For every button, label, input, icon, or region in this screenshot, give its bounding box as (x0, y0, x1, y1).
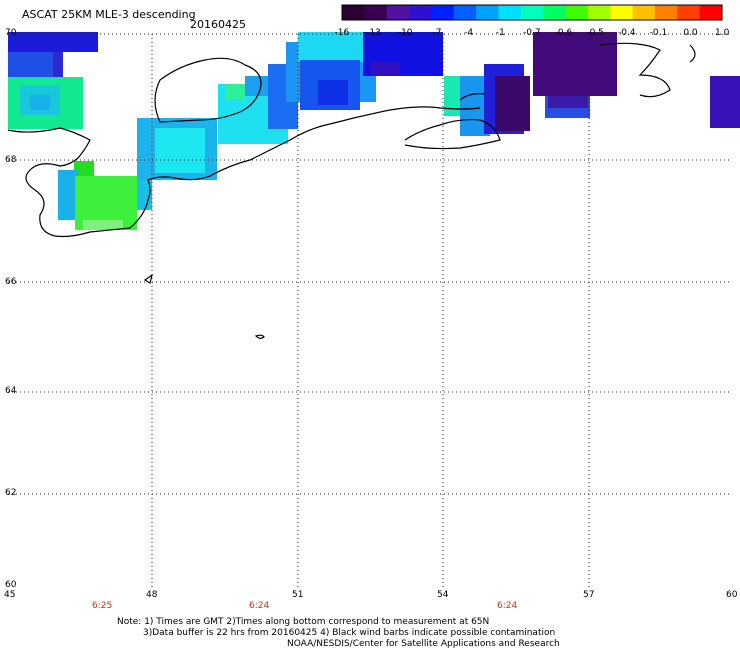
data-cells (8, 32, 740, 230)
colorbar-swatch (431, 5, 455, 20)
colorbar (341, 4, 723, 21)
colorbar-tick-label: -0.7 (523, 28, 541, 38)
lon-label-51: 51 (292, 590, 304, 600)
colorbar-tick-label: -0.6 (554, 28, 573, 38)
colorbar-swatch (342, 5, 365, 20)
lat-label-68: 68 (5, 155, 17, 165)
colorbar-tick-label: -0.5 (586, 28, 604, 38)
note-line-1: Note: 1) Times are GMT 2)Times along bot… (117, 617, 490, 627)
coastline (7, 42, 696, 339)
colorbar-swatch (409, 5, 432, 20)
colorbar-swatch (453, 5, 477, 20)
colorbar-tick-label: 1.0 (715, 28, 730, 38)
colorbar-border (341, 4, 723, 21)
time-label-3: 6:24 (497, 601, 518, 611)
map-title: ASCAT 25KM MLE-3 descending (22, 8, 196, 21)
lon-label-48: 48 (146, 590, 158, 600)
time-label-2: 6:24 (249, 601, 270, 611)
colorbar-tick-label: -10 (397, 28, 413, 38)
colorbar-swatch (364, 5, 388, 20)
lat-label-66: 66 (5, 277, 17, 287)
lon-label-60: 60 (726, 590, 738, 600)
lon-label-45: 45 (4, 590, 16, 600)
colorbar-swatch (610, 5, 634, 20)
lat-label-60: 60 (5, 580, 17, 590)
colorbar-tick-label: -13 (366, 28, 381, 38)
colorbar-swatch (386, 5, 410, 20)
colorbar-swatch (476, 5, 499, 20)
lon-label-54: 54 (437, 590, 449, 600)
lon-label-57: 57 (583, 590, 595, 600)
colorbar-swatch (699, 5, 723, 20)
note-line-2: 3)Data buffer is 22 hrs from 20160425 4)… (143, 628, 556, 638)
time-label-1: 6:25 (92, 601, 113, 611)
colorbar-tick-label: -7 (432, 28, 442, 38)
colorbar-tick-label: -0.4 (618, 28, 636, 38)
colorbar-tick-label: 0.0 (683, 28, 698, 38)
colorbar-swatch (587, 5, 611, 20)
colorbar-swatch (498, 5, 522, 20)
colorbar-swatch (677, 5, 701, 20)
lat-label-62: 62 (5, 488, 17, 498)
map-date: 20160425 (190, 18, 246, 31)
colorbar-tick-label: -1 (495, 28, 505, 38)
colorbar-swatch (654, 5, 678, 20)
colorbar-swatch (565, 5, 589, 20)
colorbar-tick-label: -16 (334, 28, 350, 38)
colorbar-swatch (520, 5, 544, 20)
colorbar-swatch (543, 5, 567, 20)
colorbar-tick-label: -0.1 (649, 28, 668, 38)
graticule (8, 33, 730, 588)
lat-label-70: 70 (5, 28, 17, 38)
note-line-3: NOAA/NESDIS/Center for Satellite Applica… (287, 639, 560, 649)
colorbar-swatch (632, 5, 656, 20)
colorbar-tick-label: -4 (464, 28, 474, 38)
lat-label-64: 64 (5, 386, 17, 396)
